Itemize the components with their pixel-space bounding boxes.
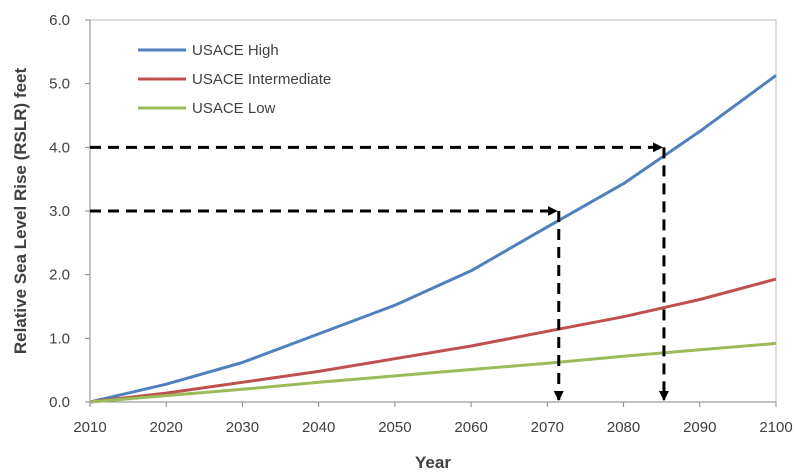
x-tick-label: 2050 xyxy=(378,419,411,436)
legend-label: USACE Low xyxy=(192,100,276,117)
x-tick-label: 2100 xyxy=(759,419,792,436)
y-tick-label: 1.0 xyxy=(49,330,70,347)
x-tick-label: 2090 xyxy=(683,419,716,436)
legend-label: USACE High xyxy=(192,42,279,59)
x-tick-label: 2040 xyxy=(302,419,335,436)
y-tick-label: 0.0 xyxy=(49,394,70,411)
x-tick-label: 2020 xyxy=(150,419,183,436)
y-tick-label: 6.0 xyxy=(49,12,70,29)
x-axis-title: Year xyxy=(415,453,451,472)
series-line-usace-intermediate xyxy=(89,277,777,404)
y-ticks: 0.0 1.0 2.0 3.0 4.0 5.0 6.0 xyxy=(49,12,90,411)
x-tick-label: 2070 xyxy=(531,419,564,436)
x-tick-label: 2010 xyxy=(73,419,106,436)
x-ticks: 2010 2020 2030 2040 2050 2060 2070 2080 2090 2100 xyxy=(73,402,793,436)
y-tick-label: 3.0 xyxy=(49,203,70,220)
y-tick-label: 4.0 xyxy=(49,139,70,156)
legend: USACE High USACE Intermediate USACE Low xyxy=(138,42,331,117)
series-line-usace-high xyxy=(89,74,777,404)
x-tick-label: 2080 xyxy=(607,419,640,436)
legend-label: USACE Intermediate xyxy=(192,71,331,88)
y-tick-label: 5.0 xyxy=(49,76,70,93)
x-tick-label: 2060 xyxy=(454,419,487,436)
y-axis-title: Relative Sea Level Rise (RSLR) feet xyxy=(11,68,30,355)
series-group xyxy=(89,74,777,404)
x-tick-label: 2030 xyxy=(226,419,259,436)
y-tick-label: 2.0 xyxy=(49,267,70,284)
annotation-group xyxy=(90,142,669,401)
series-line-usace-low xyxy=(89,341,777,404)
